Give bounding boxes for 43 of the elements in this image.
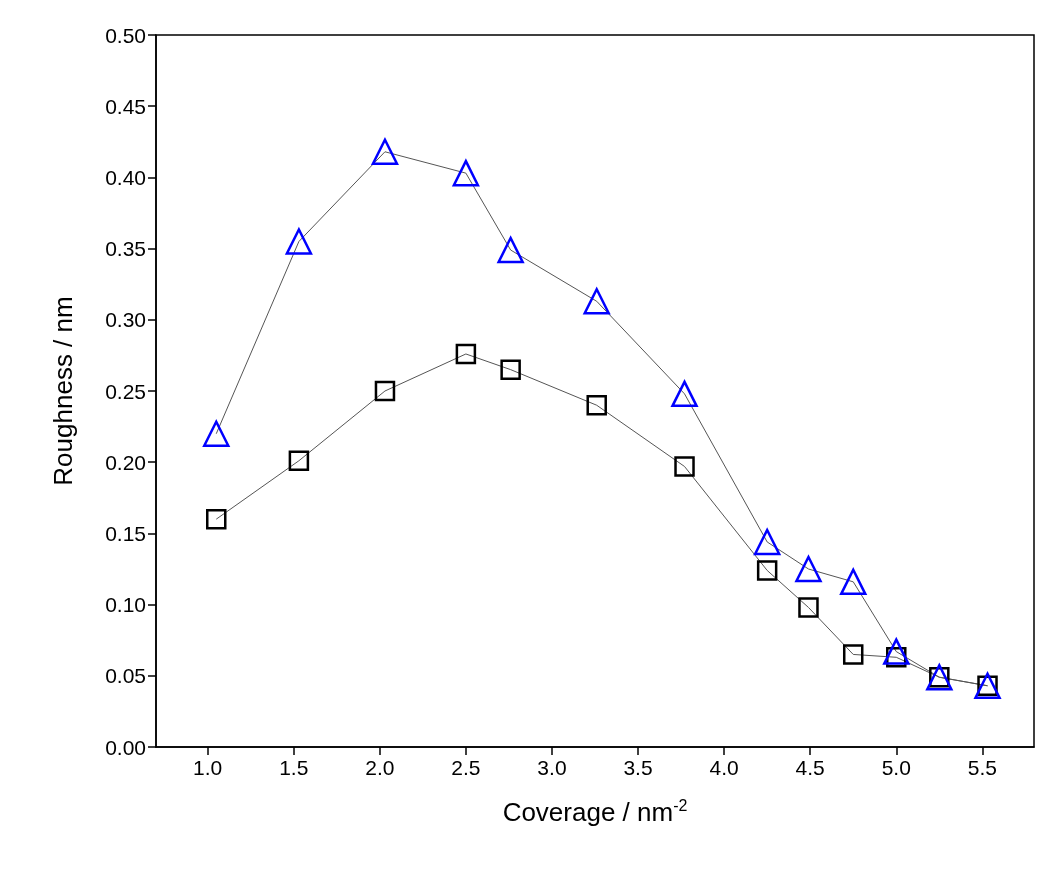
y-tick-label: 0.35	[105, 237, 146, 261]
point	[839, 568, 867, 596]
x-tick-label: 1.0	[193, 756, 223, 779]
point	[206, 508, 227, 530]
y-tick-label: 0.05	[105, 664, 146, 688]
point	[371, 138, 399, 166]
point	[497, 236, 524, 264]
point	[452, 159, 480, 187]
point	[671, 380, 698, 408]
point	[756, 560, 778, 581]
y-tick-label: 0.40	[105, 165, 146, 189]
point	[500, 359, 521, 380]
point	[455, 343, 477, 365]
y-tick-label: 0.00	[105, 735, 146, 759]
point	[203, 420, 230, 447]
x-tick-label: 3.0	[537, 756, 567, 779]
point	[753, 528, 781, 556]
point	[288, 450, 310, 472]
point	[285, 228, 313, 255]
y-tick-label: 0.30	[105, 308, 146, 332]
point	[674, 456, 695, 477]
y-tick-label: 0.20	[105, 450, 146, 474]
x-tick-label: 1.5	[279, 756, 309, 779]
point	[798, 597, 819, 618]
y-axis-title: Roughness / nm	[48, 296, 78, 486]
point	[583, 288, 610, 315]
point	[883, 638, 910, 665]
point	[842, 644, 864, 665]
x-tick-label: 4.5	[795, 756, 825, 779]
point	[374, 380, 396, 402]
y-tick-label: 0.25	[105, 379, 146, 403]
y-tick-label: 0.50	[105, 23, 146, 47]
x-tick-label: 5.0	[881, 756, 911, 779]
x-tick-label: 2.5	[451, 756, 481, 779]
x-tick-label: 2.0	[365, 756, 395, 779]
x-tick-label: 5.5	[967, 756, 997, 779]
x-tick-label: 4.0	[709, 756, 739, 779]
x-tick-label: 3.5	[623, 756, 653, 779]
y-tick-label: 0.10	[105, 593, 146, 617]
y-tick-label: 0.15	[105, 521, 146, 545]
point	[586, 394, 607, 416]
y-tick-label: 0.45	[105, 94, 146, 118]
point	[795, 555, 822, 583]
